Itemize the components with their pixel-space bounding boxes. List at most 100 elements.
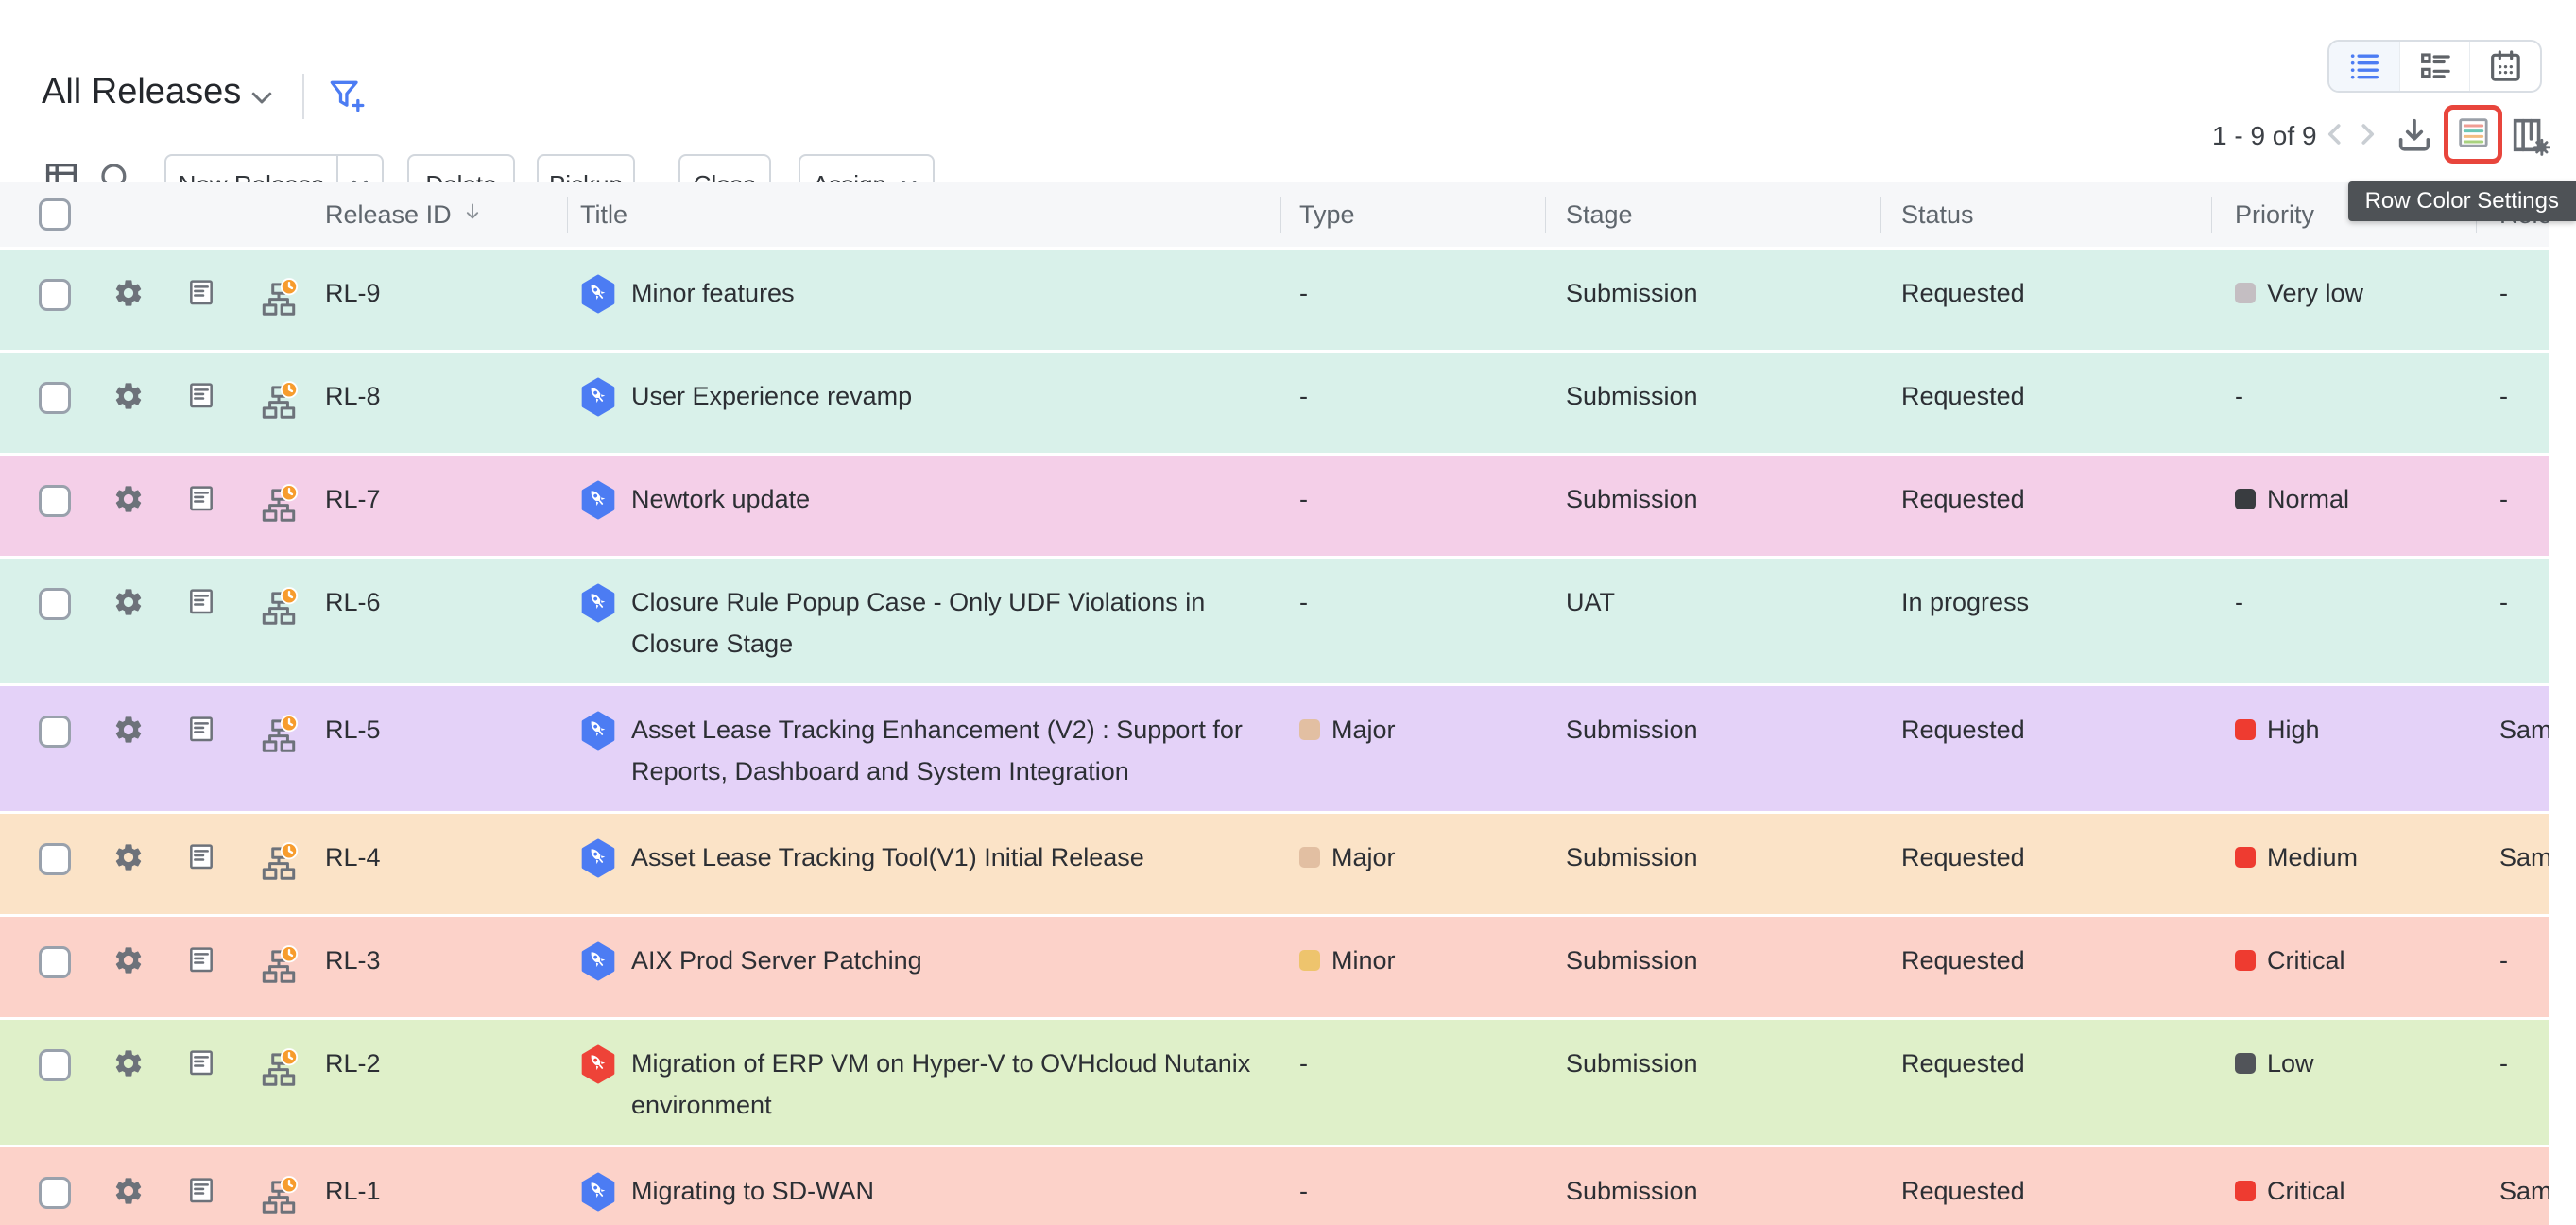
release-id[interactable]: RL-7 <box>325 485 381 513</box>
configure-gear-icon[interactable] <box>112 1175 145 1219</box>
export-download-icon[interactable] <box>2393 113 2436 162</box>
calendar-view-toggle[interactable] <box>2469 42 2540 91</box>
header-priority[interactable]: Priority <box>2211 182 2476 247</box>
releases-table: Release ID Title Type Stage Status Prior… <box>0 182 2549 1225</box>
row-checkbox[interactable] <box>39 843 71 875</box>
table-row[interactable]: RL-2 Migration of ERP VM on Hyper-V to O… <box>0 1020 2549 1145</box>
workflow-pending-icon[interactable] <box>258 586 300 640</box>
worklog-notes-icon[interactable] <box>186 483 216 526</box>
row-checkbox[interactable] <box>39 279 71 311</box>
workflow-pending-icon[interactable] <box>258 1047 300 1101</box>
select-all-checkbox[interactable] <box>39 198 71 231</box>
table-row[interactable]: RL-3 AIX Prod Server Patching Minor Subm… <box>0 917 2549 1017</box>
release-id[interactable]: RL-5 <box>325 716 381 744</box>
column-settings-icon[interactable] <box>2508 113 2551 162</box>
configure-gear-icon[interactable] <box>112 483 145 527</box>
list-view-toggle[interactable] <box>2329 42 2399 91</box>
release-rocket-icon <box>580 377 616 429</box>
release-title[interactable]: Newtork update <box>631 485 811 513</box>
configure-gear-icon[interactable] <box>112 586 145 630</box>
workflow-pending-icon[interactable] <box>258 714 300 768</box>
release-id[interactable]: RL-3 <box>325 946 381 975</box>
release-id[interactable]: RL-2 <box>325 1049 381 1078</box>
workflow-pending-icon[interactable] <box>258 841 300 895</box>
release-title[interactable]: Migrating to SD-WAN <box>631 1177 875 1205</box>
release-title[interactable]: AIX Prod Server Patching <box>631 946 922 975</box>
workflow-pending-icon[interactable] <box>258 380 300 434</box>
release-title[interactable]: Asset Lease Tracking Enhancement (V2) : … <box>631 716 1243 785</box>
release-title[interactable]: User Experience revamp <box>631 382 913 410</box>
header-title[interactable]: Title <box>567 182 1280 247</box>
worklog-notes-icon[interactable] <box>186 714 216 756</box>
stage-value: Submission <box>1566 946 1698 975</box>
chevron-down-icon[interactable] <box>248 83 276 116</box>
row-checkbox[interactable] <box>39 1177 71 1209</box>
release-title[interactable]: Asset Lease Tracking Tool(V1) Initial Re… <box>631 843 1144 871</box>
release-id[interactable]: RL-6 <box>325 588 381 616</box>
table-row[interactable]: RL-1 Migrating to SD-WAN - Submission Re… <box>0 1147 2549 1225</box>
release-id[interactable]: RL-4 <box>325 843 381 871</box>
configure-gear-icon[interactable] <box>112 1047 145 1092</box>
filter-add-icon[interactable] <box>325 76 367 122</box>
row-checkbox[interactable] <box>39 382 71 414</box>
header-type[interactable]: Type <box>1280 182 1545 247</box>
row-color-settings-icon[interactable] <box>2454 113 2492 156</box>
worklog-notes-icon[interactable] <box>186 380 216 423</box>
configure-gear-icon[interactable] <box>112 944 145 989</box>
release-title[interactable]: Minor features <box>631 279 795 307</box>
release-id[interactable]: RL-8 <box>325 382 381 410</box>
status-value: Requested <box>1901 382 2025 410</box>
release-id[interactable]: RL-9 <box>325 279 381 307</box>
table-row[interactable]: RL-6 Closure Rule Popup Case - Only UDF … <box>0 559 2549 683</box>
row-checkbox[interactable] <box>39 588 71 620</box>
row-checkbox[interactable] <box>39 716 71 748</box>
header-release-id[interactable]: Release ID <box>312 182 567 247</box>
worklog-notes-icon[interactable] <box>186 944 216 987</box>
header-stage[interactable]: Stage <box>1545 182 1880 247</box>
workflow-pending-icon[interactable] <box>258 483 300 537</box>
workflow-pending-icon[interactable] <box>258 944 300 998</box>
release-manager-value-truncated: Sam <box>2499 716 2549 744</box>
header-status[interactable]: Status <box>1880 182 2211 247</box>
type-chip <box>1299 950 1320 971</box>
release-rocket-icon <box>580 274 616 326</box>
sort-desc-icon[interactable] <box>461 200 484 230</box>
next-page-icon[interactable] <box>2350 117 2384 156</box>
stage-value: Submission <box>1566 843 1698 871</box>
row-checkbox[interactable] <box>39 946 71 978</box>
priority-chip <box>2235 1181 2256 1201</box>
priority-value: High <box>2267 716 2320 744</box>
table-row[interactable]: RL-4 Asset Lease Tracking Tool(V1) Initi… <box>0 814 2549 914</box>
release-title[interactable]: Migration of ERP VM on Hyper-V to OVHclo… <box>631 1049 1251 1119</box>
worklog-notes-icon[interactable] <box>186 586 216 629</box>
table-row[interactable]: RL-5 Asset Lease Tracking Enhancement (V… <box>0 686 2549 811</box>
page-title[interactable]: All Releases <box>42 72 242 112</box>
tooltip-row-color-settings: Row Color Settings <box>2347 181 2576 221</box>
configure-gear-icon[interactable] <box>112 841 145 886</box>
table-row[interactable]: RL-7 Newtork update - Submission Request… <box>0 456 2549 556</box>
configure-gear-icon[interactable] <box>112 714 145 758</box>
release-manager-value-truncated: Sam <box>2499 1177 2549 1205</box>
type-chip <box>1299 719 1320 740</box>
type-value: Major <box>1331 716 1396 744</box>
table-row[interactable]: RL-8 User Experience revamp - Submission… <box>0 353 2549 453</box>
workflow-pending-icon[interactable] <box>258 1175 300 1225</box>
worklog-notes-icon[interactable] <box>186 841 216 884</box>
row-checkbox[interactable] <box>39 1049 71 1081</box>
worklog-notes-icon[interactable] <box>186 1175 216 1217</box>
detail-view-icon <box>2420 53 2450 78</box>
status-value: Requested <box>1901 946 2025 975</box>
release-title[interactable]: Closure Rule Popup Case - Only UDF Viola… <box>631 588 1206 658</box>
configure-gear-icon[interactable] <box>112 380 145 424</box>
prev-page-icon[interactable] <box>2318 117 2352 156</box>
table-row[interactable]: RL-9 Minor features - Submission Request… <box>0 250 2549 350</box>
release-id[interactable]: RL-1 <box>325 1177 381 1205</box>
row-checkbox[interactable] <box>39 485 71 517</box>
worklog-notes-icon[interactable] <box>186 1047 216 1090</box>
worklog-notes-icon[interactable] <box>186 277 216 319</box>
priority-value: - <box>2235 588 2243 616</box>
stage-value: Submission <box>1566 1049 1698 1078</box>
detail-view-toggle[interactable] <box>2398 42 2470 91</box>
configure-gear-icon[interactable] <box>112 277 145 321</box>
workflow-pending-icon[interactable] <box>258 277 300 331</box>
